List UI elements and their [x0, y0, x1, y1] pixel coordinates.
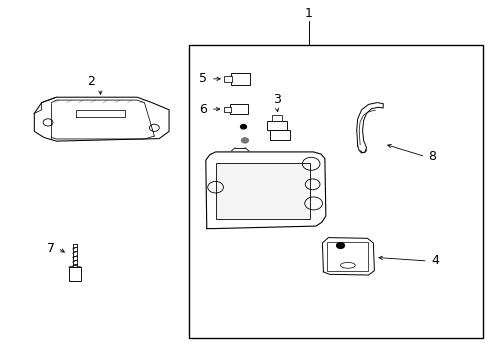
Circle shape: [242, 138, 248, 143]
Text: 2: 2: [87, 75, 95, 88]
Text: 5: 5: [199, 72, 207, 85]
Text: 4: 4: [431, 255, 439, 267]
Polygon shape: [76, 110, 125, 117]
Bar: [69, 267, 81, 281]
Polygon shape: [34, 97, 169, 141]
Bar: [230, 104, 248, 114]
Bar: [224, 76, 232, 82]
Polygon shape: [206, 152, 326, 229]
Bar: [327, 242, 368, 271]
Polygon shape: [357, 103, 383, 153]
Bar: [216, 163, 310, 219]
Bar: [267, 121, 287, 130]
Bar: [272, 115, 282, 121]
Polygon shape: [322, 238, 374, 275]
Bar: [231, 73, 250, 85]
Text: 3: 3: [273, 93, 281, 106]
Text: 8: 8: [428, 150, 436, 163]
Text: 1: 1: [305, 7, 313, 20]
Bar: [270, 130, 290, 140]
Circle shape: [241, 125, 246, 129]
Bar: [224, 107, 231, 112]
Text: 7: 7: [48, 242, 55, 255]
Bar: [189, 45, 483, 338]
Circle shape: [337, 243, 344, 248]
Text: 6: 6: [199, 103, 207, 116]
